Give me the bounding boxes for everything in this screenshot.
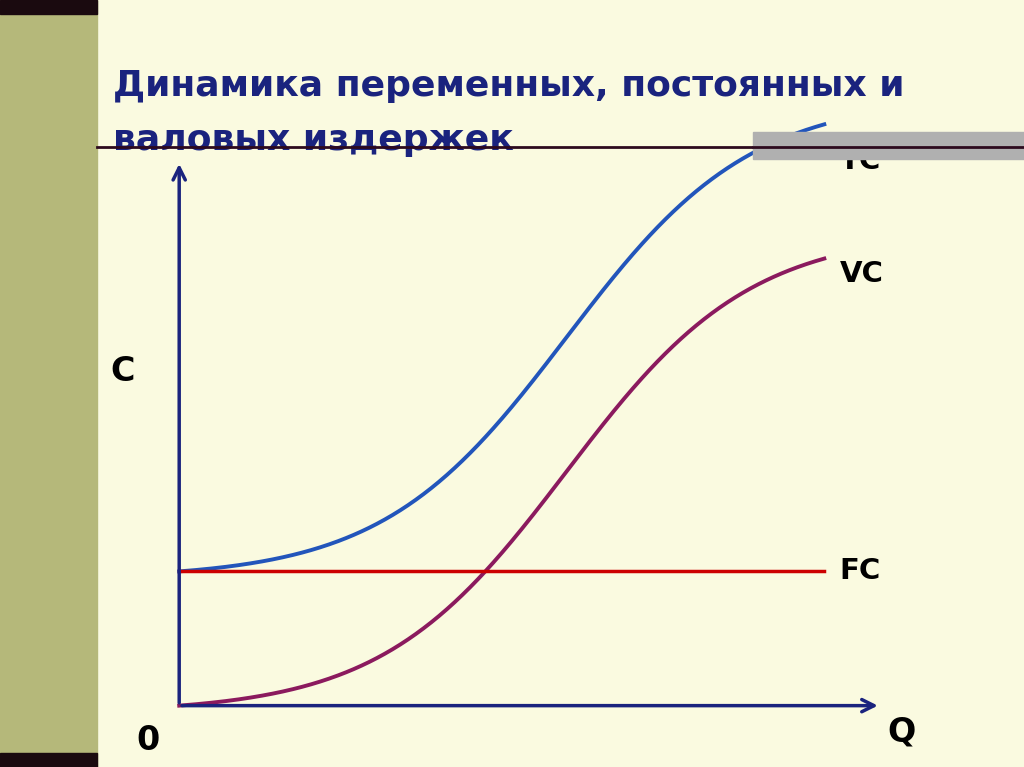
Text: TC: TC: [840, 147, 881, 175]
Text: валовых издержек: валовых издержек: [113, 123, 513, 156]
Text: FC: FC: [840, 558, 881, 585]
Text: VC: VC: [840, 260, 884, 288]
Text: 0: 0: [137, 723, 160, 757]
Text: Динамика переменных, постоянных и: Динамика переменных, постоянных и: [113, 69, 904, 103]
Text: Q: Q: [887, 716, 915, 749]
Text: C: C: [111, 355, 135, 388]
